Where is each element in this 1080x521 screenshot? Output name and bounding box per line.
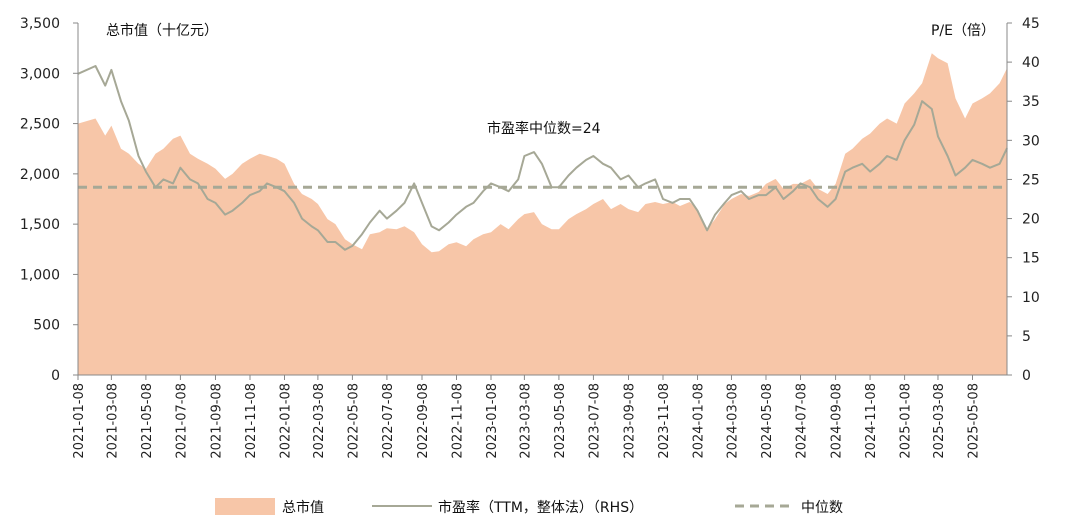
right-y-tick-label: 20 [1022,212,1040,228]
legend-swatch-market-cap [215,498,275,515]
x-tick-label: 2024-05-08 [760,383,775,459]
x-tick-label: 2023-03-08 [518,383,533,459]
left-axis-title: 总市值（十亿元） [106,22,218,39]
x-tick-label: 2024-09-08 [830,383,845,459]
right-y-tick-labels: 0 5 10 15 20 25 30 35 40 45 [1007,16,1040,384]
right-y-tick-label: 45 [1022,16,1040,32]
market-cap-area [78,53,1007,375]
x-tick-label: 2025-05-08 [967,383,982,459]
legend: 总市值 市盈率（TTM，整体法）（RHS） 中位数 [215,498,843,516]
left-y-tick-label: 500 [33,318,60,334]
x-tick-label: 2024-07-08 [795,383,810,459]
left-y-tick-label: 2,000 [20,167,60,183]
left-y-tick-label: 0 [51,368,60,384]
median-annotation: 市盈率中位数=24 [487,120,601,137]
x-tick-label: 2023-07-08 [587,383,602,459]
x-tick-label: 2023-09-08 [623,383,638,459]
legend-label-median: 中位数 [801,500,843,516]
x-tick-label: 2025-01-08 [899,383,914,459]
left-y-tick-label: 2,500 [20,117,60,133]
right-y-tick-label: 25 [1022,172,1040,188]
x-tick-label: 2022-07-08 [381,383,396,459]
x-tick-label: 2021-01-08 [72,383,87,459]
right-y-tick-label: 15 [1022,251,1040,267]
x-tick-label: 2021-09-08 [210,383,225,459]
right-y-tick-label: 0 [1022,368,1031,384]
right-y-tick-label: 5 [1022,329,1031,345]
pe-line-layer [77,65,1008,251]
left-y-tick-label: 3,500 [20,16,60,32]
pe-line [77,65,1008,251]
x-tick-label: 2022-01-08 [279,383,294,459]
x-tick-label: 2023-05-08 [553,383,568,459]
legend-label-pe: 市盈率（TTM，整体法）（RHS） [438,499,643,516]
right-axis-title: P/E（倍） [931,23,995,39]
left-y-tick-label: 1,500 [20,217,60,233]
x-tick-label: 2024-01-08 [692,383,707,459]
x-tick-label: 2023-11-08 [657,383,672,459]
legend-label-market-cap: 总市值 [282,499,324,516]
right-y-tick-label: 40 [1022,55,1040,71]
x-tick-label: 2021-11-08 [244,383,259,459]
x-tick-label: 2022-05-08 [346,383,361,459]
axes-layer [77,23,1008,376]
left-y-tick-label: 1,000 [20,267,60,283]
market-cap-area-layer [78,53,1007,375]
right-y-tick-label: 35 [1022,94,1040,110]
x-tick-label: 2025-03-08 [932,383,947,459]
left-y-tick-label: 3,000 [20,66,60,82]
x-tick-labels: 2021-01-08 2021-03-08 2021-05-08 2021-07-08… [72,375,982,459]
x-tick-label: 2022-11-08 [451,383,466,459]
x-tick-label: 2023-01-08 [485,383,500,459]
x-tick-label: 2024-03-08 [726,383,741,459]
x-tick-label: 2022-09-08 [416,383,431,459]
x-tick-label: 2021-03-08 [105,383,120,459]
right-y-tick-label: 10 [1022,290,1040,306]
right-y-tick-label: 30 [1022,133,1040,149]
x-tick-label: 2021-07-08 [174,383,189,459]
x-tick-label: 2021-05-08 [140,383,155,459]
x-tick-label: 2024-11-08 [864,383,879,459]
left-y-tick-labels: 0 500 1,000 1,500 2,000 2,500 3,000 3,500 [20,16,78,384]
x-tick-label: 2022-03-08 [312,383,327,459]
